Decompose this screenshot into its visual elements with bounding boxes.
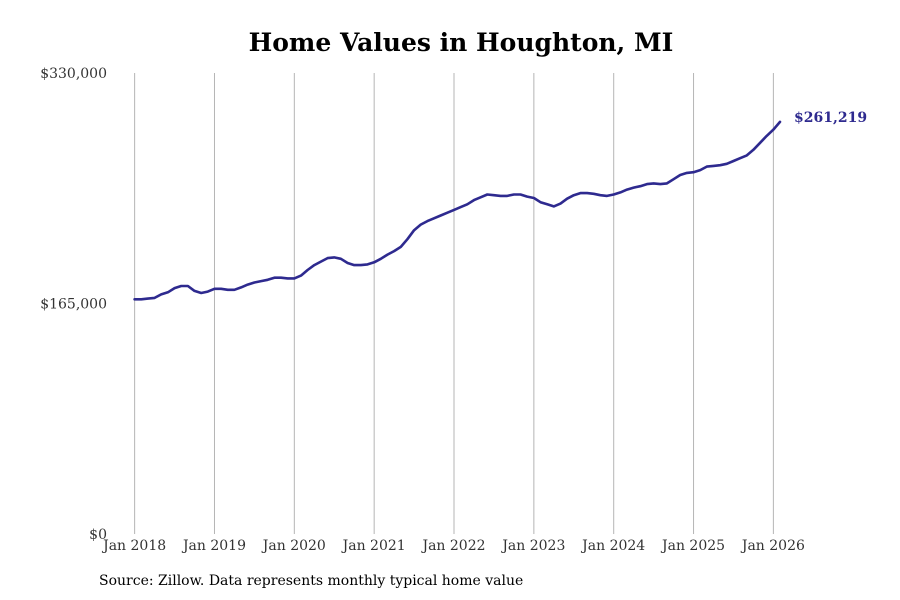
chart-title: Home Values in Houghton, MI [249, 28, 674, 57]
y-tick-label: $0 [89, 527, 107, 543]
x-tick-label: Jan 2022 [420, 538, 485, 554]
y-tick-label: $330,000 [40, 66, 107, 82]
x-tick-label: Jan 2026 [740, 538, 805, 554]
x-tick-label: Jan 2021 [341, 538, 406, 554]
x-tick-label: Jan 2023 [500, 538, 565, 554]
x-axis-ticks: Jan 2018 Jan 2019 Jan 2020 Jan 2021 Jan 2022… [101, 538, 805, 554]
source-note: Source: Zillow. Data represents monthly … [99, 573, 524, 589]
end-value-label: $261,219 [794, 110, 867, 126]
y-axis-ticks: $0 $165,000 $330,000 [40, 66, 107, 543]
x-tick-label: Jan 2024 [580, 538, 645, 554]
x-tick-label: Jan 2018 [101, 538, 166, 554]
y-tick-label: $165,000 [40, 297, 107, 313]
x-tick-label: Jan 2019 [181, 538, 246, 554]
gridlines [134, 73, 774, 534]
series-line [133, 120, 782, 301]
series-group [133, 120, 782, 301]
x-tick-label: Jan 2020 [261, 538, 326, 554]
x-tick-label: Jan 2025 [660, 538, 725, 554]
